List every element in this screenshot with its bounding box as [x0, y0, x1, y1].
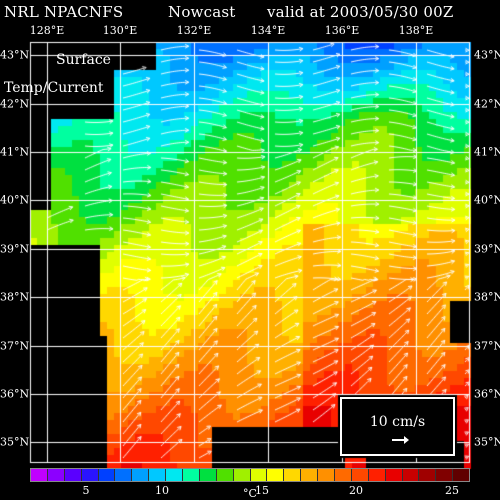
colorbar-swatch-11 — [216, 469, 234, 481]
colorbar-swatch-6 — [132, 469, 150, 481]
colorbar-swatch-24 — [436, 469, 454, 481]
colorbar-tick-1: 10 — [155, 484, 169, 497]
colorbar-swatch-4 — [98, 469, 116, 481]
colorbar-swatch-18 — [335, 469, 352, 481]
scale-arrow-icon — [392, 436, 409, 444]
lat-label-r-2: 41°N — [474, 145, 500, 159]
colorbar-swatch-19 — [351, 469, 369, 481]
lat-label-l-4: 39°N — [0, 242, 30, 256]
valid-time: valid at 2003/05/30 00Z — [267, 3, 454, 21]
colorbar-swatch-5 — [115, 469, 133, 481]
colorbar-swatch-25 — [453, 469, 470, 481]
colorbar-swatch-7 — [149, 469, 167, 481]
temperature-colorbar — [30, 468, 470, 482]
colorbar-swatch-14 — [267, 469, 285, 481]
lat-label-r-3: 40°N — [474, 193, 500, 207]
lat-label-r-6: 37°N — [474, 339, 500, 353]
colorbar-swatch-16 — [301, 469, 319, 481]
colorbar-swatch-12 — [233, 469, 251, 481]
colorbar-swatch-2 — [64, 469, 82, 481]
colorbar-swatch-10 — [199, 469, 217, 481]
scale-label: 10 cm/s — [369, 414, 426, 430]
colorbar-swatch-17 — [318, 469, 336, 481]
colorbar-unit: °C — [243, 487, 257, 500]
lat-label-l-6: 37°N — [0, 339, 30, 353]
colorbar-tick-3: 20 — [349, 484, 363, 497]
colorbar-tick-4: 25 — [445, 484, 459, 497]
lat-label-r-4: 39°N — [474, 242, 500, 256]
overlay-label-temp-current: Temp/Current — [4, 80, 104, 96]
lon-label-2: 132°E — [176, 24, 212, 37]
lat-label-r-1: 42°N — [474, 97, 500, 111]
colorbar-swatch-21 — [385, 469, 403, 481]
lat-label-l-3: 40°N — [0, 193, 30, 207]
lat-label-r-5: 38°N — [474, 290, 500, 304]
lat-label-l-2: 41°N — [0, 145, 30, 159]
lon-label-1: 130°E — [102, 24, 138, 37]
lat-label-l-8: 35°N — [0, 435, 30, 449]
product-title: Nowcast — [168, 3, 236, 21]
lat-label-r-7: 36°N — [474, 387, 500, 401]
lon-label-5: 138°E — [398, 24, 434, 37]
colorbar-swatch-3 — [81, 469, 99, 481]
overlay-label-surface: Surface — [56, 52, 111, 68]
lon-label-4: 136°E — [324, 24, 360, 37]
colorbar-tick-2: 15 — [255, 484, 269, 497]
current-scale-legend: 10 cm/s — [340, 397, 455, 456]
lat-label-l-1: 42°N — [0, 97, 30, 111]
colorbar-swatch-20 — [368, 469, 386, 481]
lat-label-l-0: 43°N — [0, 48, 30, 62]
lon-label-3: 134°E — [250, 24, 286, 37]
colorbar-swatch-9 — [183, 469, 200, 481]
lon-label-0: 128°E — [29, 24, 65, 37]
colorbar-swatch-0 — [31, 469, 48, 481]
model-title: NRL NPACNFS — [4, 3, 124, 21]
lat-label-r-0: 43°N — [474, 48, 500, 62]
colorbar-swatch-13 — [250, 469, 268, 481]
colorbar-swatch-22 — [402, 469, 420, 481]
colorbar-swatch-8 — [166, 469, 184, 481]
colorbar-swatch-1 — [47, 469, 65, 481]
lat-label-r-8: 35°N — [474, 435, 500, 449]
lat-label-l-7: 36°N — [0, 387, 30, 401]
colorbar-swatch-23 — [419, 469, 437, 481]
lat-label-l-5: 38°N — [0, 290, 30, 304]
colorbar-swatch-15 — [284, 469, 302, 481]
colorbar-tick-0: 5 — [82, 484, 90, 497]
